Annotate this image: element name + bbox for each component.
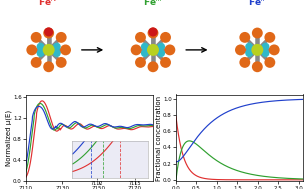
- Circle shape: [235, 44, 246, 55]
- Circle shape: [26, 44, 37, 55]
- Text: Fe$^{III}$: Fe$^{III}$: [143, 0, 163, 9]
- Circle shape: [264, 57, 275, 68]
- Circle shape: [43, 61, 54, 72]
- Circle shape: [37, 43, 44, 50]
- Circle shape: [43, 44, 55, 56]
- Circle shape: [31, 57, 42, 68]
- Circle shape: [31, 32, 42, 43]
- Circle shape: [43, 28, 54, 39]
- Circle shape: [252, 61, 263, 72]
- Circle shape: [56, 57, 67, 68]
- Circle shape: [135, 57, 146, 68]
- Circle shape: [141, 49, 149, 57]
- Y-axis label: Normalized μ(E): Normalized μ(E): [5, 110, 12, 166]
- Circle shape: [262, 43, 269, 50]
- Circle shape: [245, 43, 253, 50]
- Circle shape: [135, 32, 146, 43]
- Circle shape: [157, 49, 165, 57]
- Circle shape: [37, 49, 44, 57]
- Circle shape: [147, 61, 159, 72]
- Circle shape: [269, 44, 280, 55]
- Y-axis label: Fractional concentration: Fractional concentration: [156, 95, 162, 180]
- Text: Fe$^{II}$: Fe$^{II}$: [248, 0, 266, 9]
- Circle shape: [160, 57, 171, 68]
- Circle shape: [44, 27, 53, 36]
- Circle shape: [147, 44, 159, 56]
- Circle shape: [157, 43, 165, 50]
- Circle shape: [53, 49, 61, 57]
- Circle shape: [160, 32, 171, 43]
- Circle shape: [262, 49, 269, 57]
- Circle shape: [252, 28, 263, 39]
- Text: Fe$^{IV}$: Fe$^{IV}$: [38, 0, 59, 9]
- Circle shape: [53, 43, 61, 50]
- Circle shape: [239, 57, 250, 68]
- Circle shape: [147, 28, 159, 39]
- Circle shape: [148, 27, 158, 36]
- Circle shape: [131, 44, 142, 55]
- Circle shape: [60, 44, 71, 55]
- Circle shape: [56, 32, 67, 43]
- Circle shape: [141, 43, 149, 50]
- Circle shape: [264, 32, 275, 43]
- Circle shape: [164, 44, 175, 55]
- Circle shape: [245, 49, 253, 57]
- Circle shape: [239, 32, 250, 43]
- Circle shape: [251, 44, 263, 56]
